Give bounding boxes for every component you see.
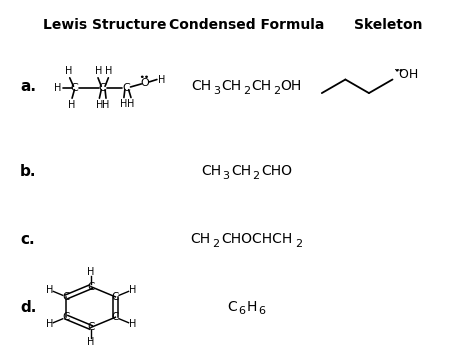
Text: a.: a.	[20, 79, 36, 94]
Text: C: C	[63, 292, 70, 302]
Text: H: H	[129, 319, 137, 330]
Text: 2: 2	[253, 171, 260, 181]
Text: b.: b.	[20, 164, 37, 179]
Text: 2: 2	[295, 238, 302, 248]
Text: H: H	[87, 337, 95, 347]
Text: d.: d.	[20, 300, 36, 315]
Text: CHO: CHO	[261, 164, 292, 178]
Text: CH: CH	[201, 164, 221, 178]
Circle shape	[142, 76, 143, 77]
Text: c.: c.	[20, 232, 35, 247]
Text: 2: 2	[273, 86, 280, 96]
Text: C: C	[87, 282, 95, 292]
Text: 6: 6	[238, 307, 246, 316]
Circle shape	[400, 70, 401, 71]
Text: 2: 2	[212, 238, 219, 248]
Text: C: C	[112, 312, 119, 322]
Text: CH: CH	[191, 232, 210, 246]
Text: CH: CH	[221, 79, 242, 93]
Text: H: H	[46, 319, 53, 330]
Text: Condensed Formula: Condensed Formula	[169, 18, 324, 32]
Text: H: H	[96, 100, 103, 110]
Text: C: C	[87, 323, 95, 332]
Text: CH: CH	[191, 79, 211, 93]
Text: CH: CH	[251, 79, 272, 93]
Text: H: H	[95, 66, 102, 77]
Text: Skeleton: Skeleton	[354, 18, 422, 32]
Text: H: H	[54, 83, 61, 93]
Text: H: H	[65, 66, 73, 76]
Text: CH: CH	[231, 164, 251, 178]
Text: C: C	[71, 83, 78, 93]
Text: 3: 3	[213, 86, 220, 96]
Text: O: O	[141, 78, 149, 88]
Text: H: H	[87, 267, 95, 277]
Text: 2: 2	[243, 86, 250, 96]
Text: H: H	[102, 100, 109, 110]
Text: H: H	[158, 74, 166, 85]
Circle shape	[146, 76, 147, 77]
Text: H: H	[105, 66, 112, 77]
Text: H: H	[128, 99, 135, 109]
Text: ̈OH: ̈OH	[400, 68, 419, 81]
Circle shape	[397, 70, 398, 71]
Text: C: C	[228, 300, 237, 314]
Text: H: H	[246, 300, 257, 314]
Text: C: C	[63, 312, 70, 322]
Text: 3: 3	[223, 171, 229, 181]
Text: H: H	[120, 99, 128, 109]
Text: Lewis Structure: Lewis Structure	[43, 18, 167, 32]
Text: C: C	[99, 83, 107, 93]
Text: H: H	[129, 285, 137, 295]
Text: OH: OH	[281, 79, 302, 93]
Text: 6: 6	[258, 307, 265, 316]
Text: H: H	[68, 100, 75, 110]
Text: C: C	[122, 83, 130, 93]
Text: CHOCHCH: CHOCHCH	[221, 232, 293, 246]
Text: H: H	[46, 285, 53, 295]
Text: C: C	[112, 292, 119, 302]
